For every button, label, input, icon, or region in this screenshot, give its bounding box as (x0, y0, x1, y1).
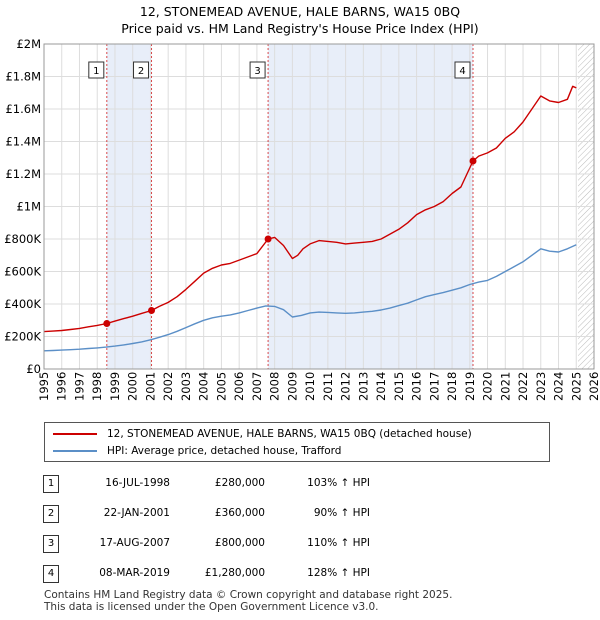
x-tick-label: 2003 (179, 372, 193, 401)
sale-annotation-box (88, 61, 105, 79)
y-tick-label: £200K (4, 330, 41, 344)
transaction-number: 3 (43, 535, 59, 553)
transaction-row: 1 16-JUL-1998 £280,000 103% ↑ HPI (0, 475, 600, 495)
hpi-series-line (43, 244, 577, 352)
x-tick-label: 2008 (268, 372, 282, 401)
sale-point (264, 235, 272, 243)
y-tick-label: £1M (16, 200, 41, 214)
transaction-hpi: 103% ↑ HPI (307, 477, 370, 489)
x-tick-label: 2012 (339, 372, 353, 401)
x-tick-label: 2015 (392, 372, 406, 401)
x-tick-label: 2018 (445, 372, 459, 401)
plot-frame (43, 43, 595, 370)
x-tick-label: 2009 (285, 372, 299, 401)
x-tick-label: 1997 (72, 372, 86, 401)
sale-annotation-label: 3 (254, 66, 260, 77)
x-tick-label: 2001 (143, 372, 157, 401)
transaction-price: £800,000 (214, 537, 265, 549)
chart-legend: 12, STONEMEAD AVENUE, HALE BARNS, WA15 0… (44, 422, 550, 462)
x-tick-label: 2005 (214, 372, 228, 401)
x-tick-label: 2021 (498, 372, 512, 401)
x-tick-label: 2019 (463, 372, 477, 401)
x-tick-label: 2011 (321, 372, 335, 401)
sale-annotation-label: 4 (459, 66, 465, 77)
footer: Contains HM Land Registry data © Crown c… (44, 589, 452, 613)
y-tick-label: £600K (4, 265, 41, 279)
x-tick-label: 2026 (587, 372, 600, 401)
y-tick-label: £1.4M (5, 135, 41, 149)
sale-annotation-box (249, 61, 266, 79)
legend-label-property: 12, STONEMEAD AVENUE, HALE BARNS, WA15 0… (107, 428, 472, 440)
x-tick-label: 2016 (410, 372, 424, 401)
x-tick-label: 2017 (427, 372, 441, 401)
transaction-hpi: 90% ↑ HPI (313, 507, 370, 519)
transaction-hpi: 128% ↑ HPI (307, 567, 370, 579)
x-tick-label: 2010 (303, 372, 317, 401)
legend-swatch-property (53, 433, 97, 435)
transaction-row: 4 08-MAR-2019 £1,280,000 128% ↑ HPI (0, 565, 600, 585)
transaction-hpi: 110% ↑ HPI (307, 537, 370, 549)
legend-swatch-hpi (53, 450, 97, 452)
x-tick-label: 1996 (55, 372, 69, 401)
x-tick-label: 2014 (374, 372, 388, 401)
x-tick-label: 2013 (356, 372, 370, 401)
transaction-date: 08-MAR-2019 (99, 567, 170, 579)
property-series-line (43, 85, 577, 333)
transaction-date: 17-AUG-2007 (99, 537, 170, 549)
sale-point (103, 320, 111, 327)
transaction-price: £1,280,000 (204, 567, 265, 579)
chart-title-block: 12, STONEMEAD AVENUE, HALE BARNS, WA15 0… (0, 3, 600, 37)
legend-label-hpi: HPI: Average price, detached house, Traf… (107, 445, 342, 457)
chart-subtitle: Price paid vs. HM Land Registry's House … (121, 21, 479, 36)
sale-point (148, 307, 156, 314)
y-tick-label: £2M (16, 37, 41, 51)
y-tick-label: £400K (4, 297, 41, 311)
x-tick-label: 2004 (197, 372, 211, 401)
legend-item-hpi: HPI: Average price, detached house, Traf… (53, 443, 341, 459)
price-chart: 1 2 3 4 £0 £200K £400K £600K £800K £1M £1.2M £1.4M £… (4, 37, 600, 401)
transaction-price: £280,000 (214, 477, 265, 489)
x-tick-label: 1999 (108, 372, 122, 401)
transaction-row: 2 22-JAN-2001 £360,000 90% ↑ HPI (0, 505, 600, 525)
x-tick-label: 1998 (90, 372, 104, 401)
transaction-number: 4 (43, 565, 59, 583)
sale-point (469, 157, 477, 165)
y-tick-label: £1.2M (5, 167, 41, 181)
transaction-row: 3 17-AUG-2007 £800,000 110% ↑ HPI (0, 535, 600, 555)
x-tick-label: 1995 (37, 372, 51, 401)
x-tick-label: 2024 (552, 372, 566, 401)
transaction-date: 16-JUL-1998 (105, 477, 170, 489)
sale-annotation-label: 1 (93, 66, 99, 77)
sale-annotation-label: 2 (138, 66, 144, 77)
transaction-number: 1 (43, 475, 59, 493)
x-tick-label: 2025 (569, 372, 583, 401)
x-tick-label: 2023 (534, 372, 548, 401)
sale-annotation-box (454, 61, 471, 79)
transaction-price: £360,000 (214, 507, 265, 519)
chart-title: 12, STONEMEAD AVENUE, HALE BARNS, WA15 0… (139, 4, 461, 19)
y-tick-label: £1.8M (5, 70, 41, 84)
footer-licence: This data is licensed under the Open Gov… (44, 601, 379, 613)
x-tick-label: 2000 (126, 372, 140, 401)
y-tick-label: £800K (4, 232, 41, 246)
x-tick-label: 2002 (161, 372, 175, 401)
x-tick-label: 2007 (250, 372, 264, 401)
legend-item-property: 12, STONEMEAD AVENUE, HALE BARNS, WA15 0… (53, 426, 472, 442)
x-tick-label: 2022 (516, 372, 530, 401)
transaction-number: 2 (43, 505, 59, 523)
x-tick-label: 2020 (481, 372, 495, 401)
footer-copyright: Contains HM Land Registry data © Crown c… (44, 589, 453, 601)
sale-annotation-box (133, 61, 150, 79)
transaction-date: 22-JAN-2001 (103, 507, 170, 519)
x-tick-label: 2006 (232, 372, 246, 401)
y-tick-label: £0 (26, 362, 41, 376)
y-tick-label: £1.6M (5, 102, 41, 116)
